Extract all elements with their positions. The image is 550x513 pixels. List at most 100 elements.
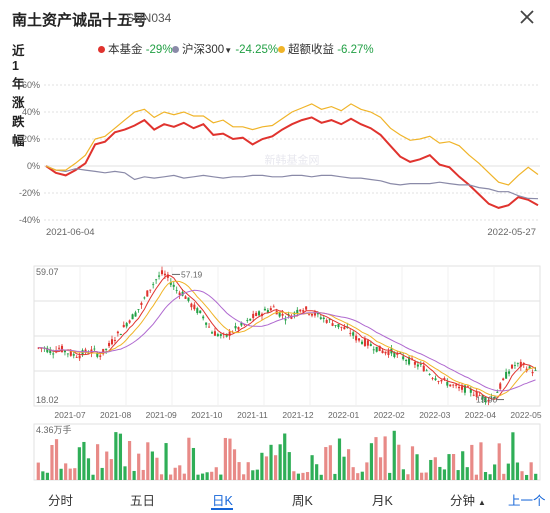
candle-body: [46, 347, 49, 353]
candle-body: [113, 339, 116, 341]
volume-bar: [232, 449, 237, 480]
volume-bar: [415, 454, 419, 480]
candle-body: [234, 326, 237, 329]
candle-body: [243, 324, 246, 326]
candle-body: [528, 366, 531, 369]
tab-monthly-k[interactable]: 月K: [372, 494, 393, 508]
candle-body: [208, 326, 211, 328]
candle-body: [216, 334, 219, 337]
candle-body: [363, 338, 366, 346]
volume-bar: [451, 454, 456, 480]
candle-body: [175, 290, 178, 291]
candle-body: [416, 364, 419, 367]
candle-body: [63, 350, 66, 353]
volume-bar: [169, 474, 173, 480]
candle-body: [263, 308, 266, 311]
candle-body: [143, 297, 146, 299]
volume-bar: [187, 437, 191, 480]
candle-body: [352, 332, 355, 336]
volume-bar: [424, 472, 428, 480]
candle-body: [481, 395, 484, 400]
volume-bar: [369, 443, 374, 480]
legend-hs300[interactable]: 沪深300▼ -24.25%: [172, 41, 278, 57]
candle-body: [531, 372, 534, 374]
candle-body: [258, 311, 261, 316]
volume-bar: [347, 449, 351, 480]
candle-body: [331, 323, 334, 326]
candle-body: [422, 365, 425, 372]
kline-trough-label: 19.90: [476, 395, 498, 405]
candle-body: [149, 289, 152, 291]
volume-bar: [164, 443, 168, 480]
candle-body: [99, 355, 102, 357]
legend-fund: 本基金 -29%: [98, 41, 173, 57]
candle-body: [290, 316, 293, 319]
volume-bar: [438, 466, 442, 480]
tab-intraday[interactable]: 分时: [48, 494, 74, 508]
candle-body: [202, 316, 205, 319]
volume-frame: [33, 423, 541, 481]
volume-bar: [109, 459, 113, 480]
volume-bar: [333, 473, 337, 480]
candle-body: [449, 384, 452, 387]
tab-weekly-k[interactable]: 周K: [292, 494, 313, 508]
candle-body: [155, 279, 158, 281]
candle-body: [360, 341, 364, 344]
candle-body: [460, 386, 464, 390]
candle-body: [199, 310, 202, 314]
volume-bar: [159, 474, 164, 480]
candle-body: [493, 397, 496, 399]
kline-x-label: 2021-11: [237, 410, 268, 420]
candle-body: [266, 310, 269, 313]
ma-line-10: [38, 280, 536, 397]
candle-body: [78, 355, 81, 359]
volume-bar: [502, 473, 506, 480]
volume-bar: [118, 433, 123, 480]
candle-body: [316, 312, 319, 315]
volume-bar: [461, 451, 465, 480]
volume-bar: [283, 433, 287, 480]
close-icon[interactable]: [514, 4, 540, 30]
volume-bar: [470, 444, 474, 480]
candle-body: [240, 322, 243, 326]
candle-body: [431, 378, 434, 379]
candle-body: [287, 314, 290, 315]
candle-body: [116, 331, 119, 334]
candle-body: [308, 313, 311, 315]
candle-body: [499, 383, 502, 389]
candle-body: [446, 381, 449, 386]
volume-bar: [214, 467, 218, 480]
candle-body: [319, 317, 322, 319]
volume-bar: [54, 439, 59, 480]
caret-down-icon[interactable]: ▼: [224, 46, 233, 55]
legend-hs300-value: -24.25%: [235, 44, 279, 56]
candle-body: [466, 386, 469, 387]
volume-bar: [388, 472, 392, 480]
volume-bar: [456, 470, 460, 480]
kline-min-label: 18.02: [36, 395, 59, 405]
candle-body: [58, 347, 61, 349]
y-tick-label: 20%: [22, 134, 40, 144]
volume-bar: [178, 465, 182, 480]
previous-link[interactable]: 上一个: [508, 494, 546, 508]
tab-five-day[interactable]: 五日: [130, 494, 156, 508]
tab-daily-k[interactable]: 日K: [212, 494, 233, 508]
volume-bar: [392, 430, 396, 480]
volume-bar: [497, 443, 501, 480]
volume-bar: [223, 437, 227, 480]
volume-bar: [264, 456, 269, 480]
volume-bar: [433, 457, 437, 480]
candle-body: [496, 391, 499, 393]
volume-bar: [155, 457, 159, 480]
candle-body: [508, 371, 511, 374]
candle-body: [152, 284, 155, 286]
candle-body: [178, 292, 181, 296]
tab-minute[interactable]: 分钟 ▲: [450, 490, 486, 509]
header: 南土资产诚品十五号 SNN034: [0, 0, 550, 38]
volume-bar: [319, 474, 323, 480]
kline-x-label: 2021-07: [54, 410, 85, 420]
charts-area[interactable]: 60% 40% 20% 0% -20% -40% 新韩基金网 2021-06-04 2022-0…: [0, 0, 550, 484]
candle-body: [425, 370, 428, 372]
series-line-2: [45, 103, 539, 186]
candle-body: [372, 349, 375, 351]
